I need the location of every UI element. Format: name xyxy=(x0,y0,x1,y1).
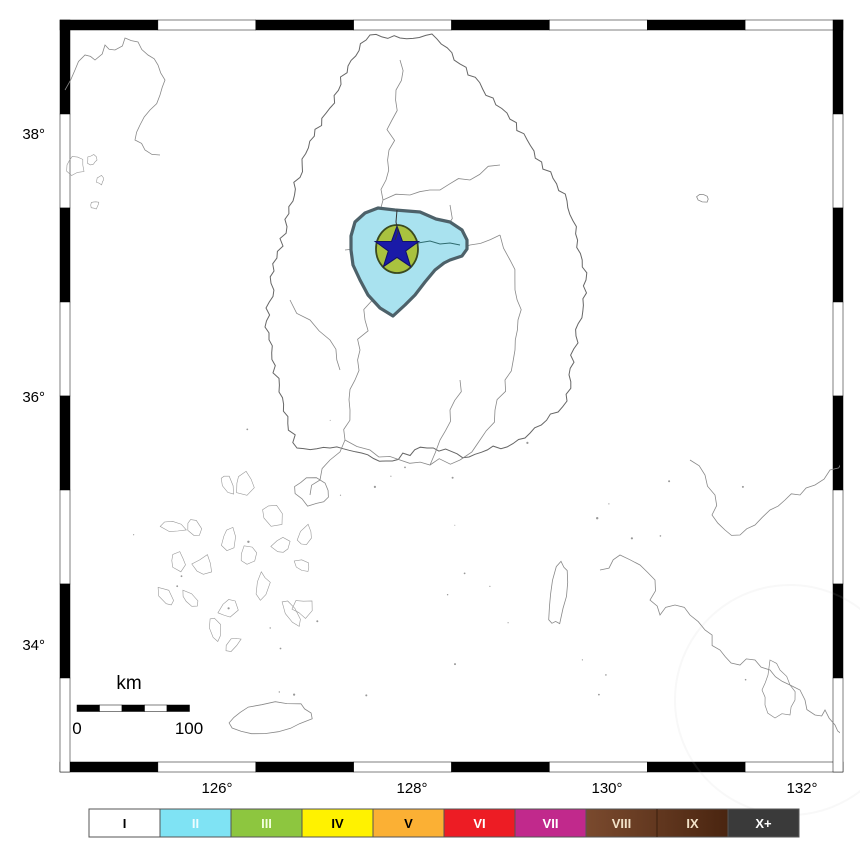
svg-text:0: 0 xyxy=(72,719,81,738)
svg-text:VIII: VIII xyxy=(612,816,632,831)
svg-text:128°: 128° xyxy=(396,780,427,797)
svg-text:X+: X+ xyxy=(755,816,772,831)
svg-text:VII: VII xyxy=(543,816,559,831)
svg-text:130°: 130° xyxy=(591,780,622,797)
svg-text:132°: 132° xyxy=(786,780,817,797)
svg-text:IV: IV xyxy=(331,816,344,831)
svg-text:IX: IX xyxy=(686,816,699,831)
svg-text:III: III xyxy=(261,816,272,831)
svg-text:km: km xyxy=(116,673,141,694)
svg-text:34°: 34° xyxy=(22,637,45,654)
svg-text:VI: VI xyxy=(473,816,485,831)
svg-text:100: 100 xyxy=(175,719,203,738)
svg-text:36°: 36° xyxy=(22,389,45,406)
svg-text:126°: 126° xyxy=(201,780,232,797)
svg-text:V: V xyxy=(404,816,413,831)
svg-text:38°: 38° xyxy=(22,126,45,143)
svg-text:I: I xyxy=(123,816,127,831)
svg-text:II: II xyxy=(192,816,199,831)
